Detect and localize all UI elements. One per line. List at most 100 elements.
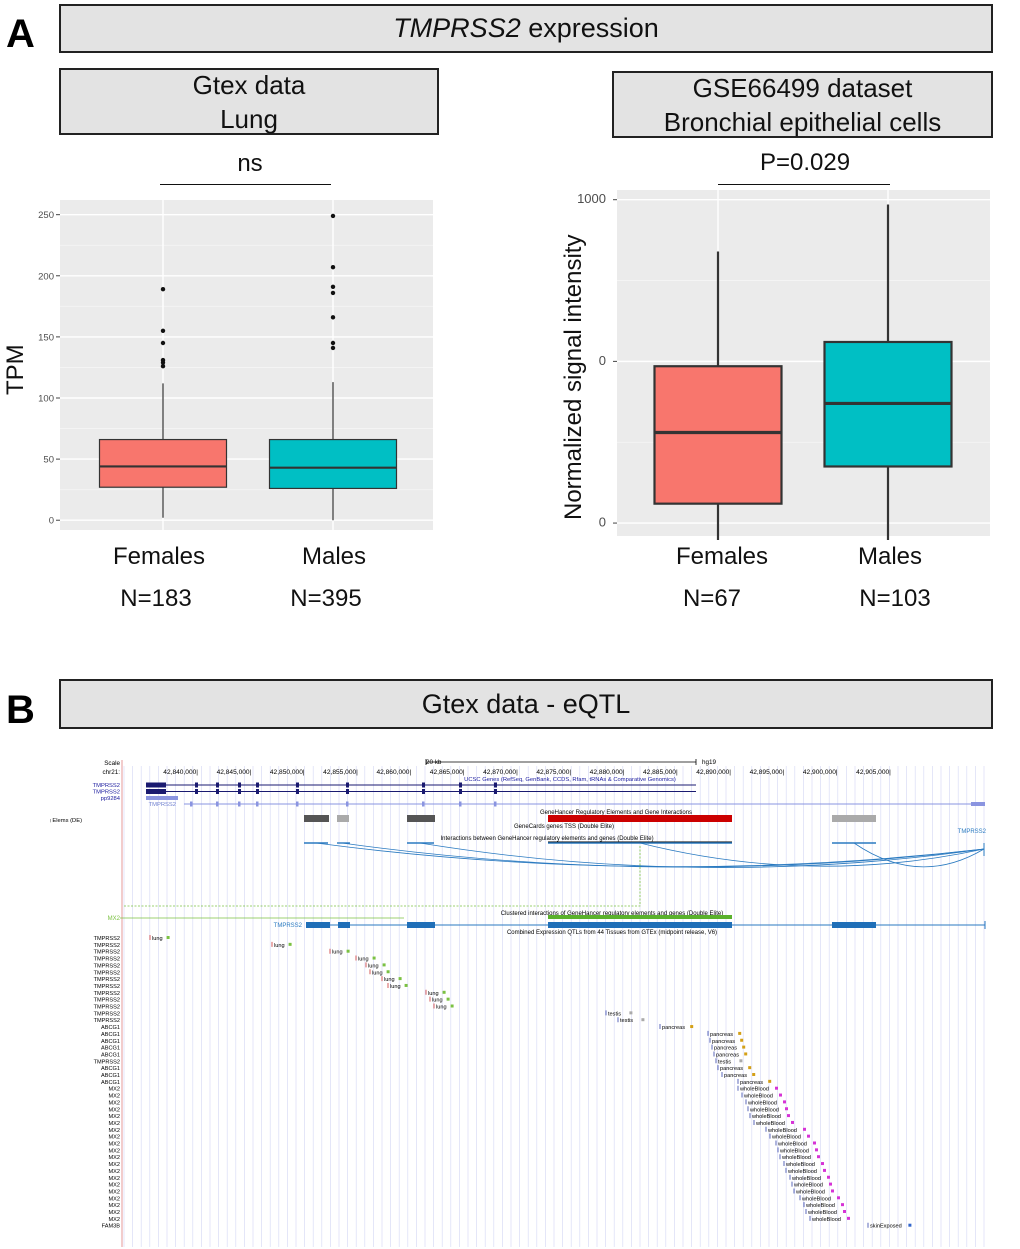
ucsc-genome-browser: Scale 20 kb hg19 chr21: 42,840,000| 42,845,00… xyxy=(50,752,995,1247)
gene-track-label: pp9284 xyxy=(101,796,121,802)
eqtl-tissue-label: wholeBlood xyxy=(743,1094,773,1100)
gtex-header-line1: Gtex data xyxy=(192,69,306,100)
gene-exon xyxy=(256,801,259,807)
reg-element xyxy=(304,815,329,822)
eqtl-tissue-color xyxy=(815,1148,818,1152)
gtex-significance: ns xyxy=(237,150,263,177)
eqtl-gene-label: MX2 xyxy=(108,1217,120,1223)
eqtl-gene-label: TMPRSS2 xyxy=(94,991,120,997)
y-tick-label: 0 xyxy=(599,515,606,530)
eqtl-gene-label: MX2 xyxy=(108,1148,120,1154)
panel-a-title-rest: expression xyxy=(520,13,659,43)
eqtl-gene-label: ABCG1 xyxy=(101,1025,120,1031)
eqtl-track-label: Combined Expression QTLs from 44 Tissues… xyxy=(507,930,717,936)
eqtl-tissue-color xyxy=(748,1066,752,1070)
y-tick-label: 150 xyxy=(38,332,54,343)
eqtl-tissue-label: wholeBlood xyxy=(795,1189,825,1195)
gse-xlabel-males: Males xyxy=(857,543,923,570)
position-tick-label: 42,875,000| xyxy=(536,769,571,776)
eqtl-tissue-label: wholeBlood xyxy=(787,1169,817,1175)
eqtl-tissue-color xyxy=(837,1196,840,1200)
eqtl-tissue-label: wholeBlood xyxy=(767,1128,797,1134)
eqtl-tissue-color xyxy=(841,1203,844,1207)
eqtl-tissue-label: wholeBlood xyxy=(739,1087,769,1093)
gtex-count-females: N=183 xyxy=(120,585,192,612)
outlier-point xyxy=(160,357,166,363)
interaction-arc xyxy=(853,842,985,868)
eqtl-gene-label: MX2 xyxy=(108,1155,120,1161)
eqtl-tissue-label: pancreas xyxy=(714,1046,737,1052)
eqtl-tissue-label: wholeBlood xyxy=(781,1155,811,1161)
eqtl-tissue-label: testis xyxy=(620,1018,633,1024)
eqtl-tissue-color xyxy=(843,1210,846,1213)
gse-count-females: N=67 xyxy=(682,585,742,612)
gse-header-line1: GSE66499 dataset xyxy=(692,72,913,103)
gse-significance-bar xyxy=(718,184,890,185)
eqtl-gene-label: MX2 xyxy=(108,1196,120,1202)
eqtl-tissue-label: lung xyxy=(428,991,439,997)
reg-element-promoter xyxy=(548,815,732,822)
eqtl-tissue-color xyxy=(740,1038,744,1042)
position-tick-label: 42,890,000| xyxy=(696,769,731,776)
outlier-point xyxy=(330,213,336,219)
eqtl-gene-label: MX2 xyxy=(108,1176,120,1182)
eqtl-tissue-color xyxy=(742,1045,746,1049)
eqtl-tissue-color xyxy=(807,1134,810,1138)
gtex-count-males: N=395 xyxy=(290,585,362,612)
gene-exon xyxy=(422,801,425,807)
ucsc-tracks: Scale 20 kb hg19 chr21: 42,840,000| 42,845,00… xyxy=(50,759,987,1247)
eqtl-gene-label: ABCG1 xyxy=(101,1032,120,1038)
cluster-gene-label: TMPRSS2 xyxy=(274,923,303,929)
outlier-point xyxy=(160,364,166,369)
position-tick-label: 42,845,000| xyxy=(217,769,252,776)
eqtl-tissue-label: wholeBlood xyxy=(807,1210,837,1216)
eqtl-gene-label: TMPRSS2 xyxy=(94,950,120,956)
eqtl-tissue-label: pancreas xyxy=(720,1066,743,1072)
position-tick-label: 42,855,000| xyxy=(323,769,358,776)
y-tick-label: 50 xyxy=(43,455,54,466)
eqtl-gene-label: TMPRSS2 xyxy=(94,963,120,969)
eqtl-tissue-label: wholeBlood xyxy=(801,1196,831,1202)
eqtl-tissue-label: lung xyxy=(274,943,285,949)
eqtl-gene-label: ABCG1 xyxy=(101,1073,120,1079)
eqtl-tissue-color xyxy=(785,1107,788,1111)
eqtl-gene-label: FAM3B xyxy=(102,1224,121,1230)
interaction-gene-label: TMPRSS2 xyxy=(958,829,987,835)
eqtl-gene-label: MX2 xyxy=(108,1162,120,1168)
mx2-dotted-interaction xyxy=(124,846,641,907)
eqtl-tissue-label: pancreas xyxy=(710,1032,733,1038)
eqtl-tissue-color xyxy=(831,1189,834,1193)
eqtl-tissue-color xyxy=(783,1100,786,1104)
eqtl-gene-label: MX2 xyxy=(108,1183,120,1189)
interactions-label: Interactions between GeneHancer regulato… xyxy=(440,836,653,842)
panel-a-letter: A xyxy=(6,12,35,56)
panel-b-title: Gtex data - eQTL xyxy=(59,679,993,729)
box-males xyxy=(268,438,398,490)
eqtl-tissue-color xyxy=(446,997,450,1001)
y-tick-label: 0 xyxy=(49,516,54,527)
interaction-arc xyxy=(419,842,985,868)
eqtl-tissue-label: lung xyxy=(390,984,401,990)
outlier-point xyxy=(330,284,336,289)
outlier-point xyxy=(330,265,336,270)
gene-exon xyxy=(195,789,198,794)
outlier-point xyxy=(160,287,166,292)
eqtl-tissue-color xyxy=(791,1120,794,1124)
panel-b-letter: B xyxy=(6,688,35,732)
box-females xyxy=(653,365,783,505)
eqtl-gene-label: ABCG1 xyxy=(101,1066,120,1072)
box-females xyxy=(98,438,228,488)
gene-exon xyxy=(494,801,497,807)
eqtl-tissue-label: wholeBlood xyxy=(779,1148,809,1154)
eqtl-tissue-label: wholeBlood xyxy=(755,1121,785,1127)
eqtl-tissue-label: wholeBlood xyxy=(785,1162,815,1168)
gse-header-line2: Bronchial epithelial cells xyxy=(663,106,942,137)
eqtl-gene-label: TMPRSS2 xyxy=(94,998,120,1004)
eqtl-gene-label: MX2 xyxy=(108,1189,120,1195)
eqtl-gene-label: TMPRSS2 xyxy=(94,1018,120,1024)
reg-element xyxy=(337,815,349,822)
y-tick-label: 250 xyxy=(38,210,54,221)
panel-a-title: TMPRSS2 expression xyxy=(59,4,993,53)
eqtl-tissue-color xyxy=(827,1175,830,1179)
track-gene-label: TMPRSS2 xyxy=(149,802,176,808)
